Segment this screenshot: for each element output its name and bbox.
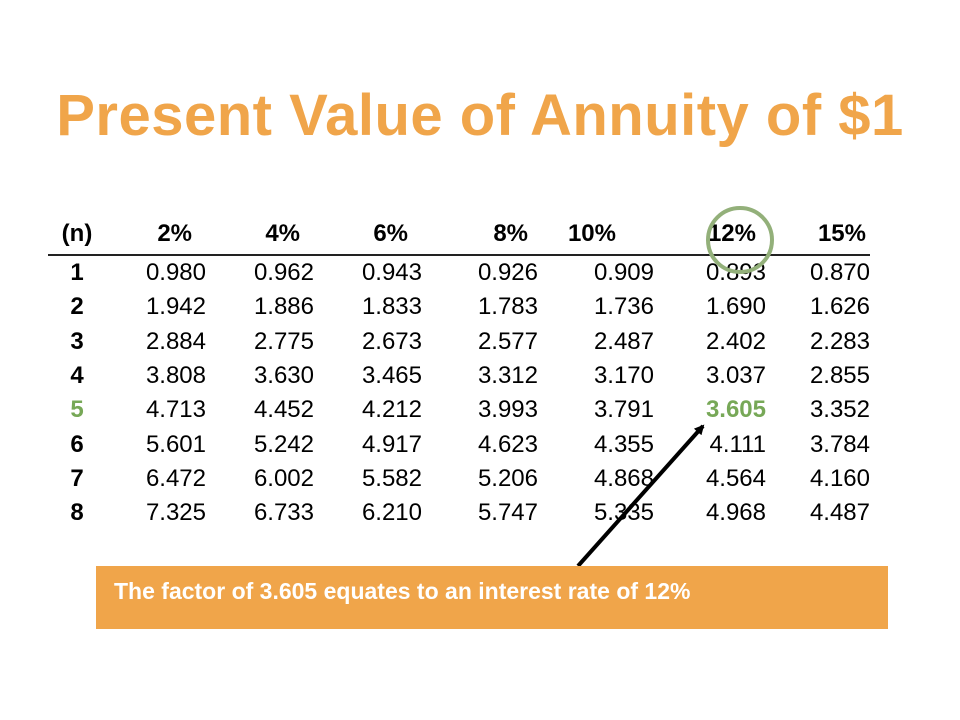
factor-cell: 0.962: [253, 259, 314, 287]
factor-cell: 3.784: [809, 430, 870, 458]
factor-cell: 4.713: [145, 396, 206, 424]
factor-cell: 4.564: [705, 464, 766, 492]
factor-cell: 1.690: [705, 293, 766, 321]
factor-cell: 4.968: [705, 499, 766, 527]
factor-cell: 3.170: [593, 362, 654, 390]
factor-cell: 6.472: [145, 464, 206, 492]
header-rate: 4%: [206, 214, 314, 256]
factor-cell: 4.623: [477, 430, 538, 458]
factor-cell: 3.352: [809, 396, 870, 424]
period-cell: 7: [70, 464, 84, 492]
table-header-row: (n) 2% 4% 6% 8% 10% 12% 15%: [48, 214, 870, 256]
factor-cell: 1.833: [361, 293, 422, 321]
period-cell: 1: [70, 259, 84, 287]
factor-cell: 5.747: [477, 499, 538, 527]
factor-cell: 5.335: [593, 499, 654, 527]
period-cell: 8: [70, 499, 84, 527]
table-row: 2 1.942 1.886 1.833 1.783 1.736 1.690 1.626: [48, 290, 870, 324]
factor-cell: 0.893: [705, 259, 766, 287]
factor-cell: 5.242: [253, 430, 314, 458]
factor-cell: 3.630: [253, 362, 314, 390]
page-title: Present Value of Annuity of $1: [56, 83, 904, 148]
factor-cell: 0.870: [809, 259, 870, 287]
factor-cell: 2.673: [361, 327, 422, 355]
factor-cell: 2.283: [809, 327, 870, 355]
factor-cell: 0.926: [477, 259, 538, 287]
factor-cell: 5.601: [145, 430, 206, 458]
factor-cell: 5.582: [361, 464, 422, 492]
factor-cell: 4.452: [253, 396, 314, 424]
factor-cell: 2.775: [253, 327, 314, 355]
header-rate: 2%: [106, 214, 206, 256]
factor-cell: 0.909: [593, 259, 654, 287]
factor-cell: 6.002: [253, 464, 314, 492]
factor-cell: 6.210: [361, 499, 422, 527]
factor-cell: 3.465: [361, 362, 422, 390]
factor-cell: 4.487: [809, 499, 870, 527]
factor-cell: 3.037: [705, 362, 766, 390]
period-cell: 2: [70, 293, 84, 321]
factor-cell: 2.855: [809, 362, 870, 390]
factor-cell: 1.783: [477, 293, 538, 321]
factor-cell: 3.312: [477, 362, 538, 390]
header-rate: 6%: [314, 214, 422, 256]
header-rate: 15%: [766, 214, 870, 256]
factor-cell: 4.212: [361, 396, 422, 424]
factor-cell: 6.733: [253, 499, 314, 527]
factor-cell: 2.577: [477, 327, 538, 355]
factor-cell: 1.626: [809, 293, 870, 321]
factor-cell: 3.993: [477, 396, 538, 424]
period-cell: 6: [70, 430, 84, 458]
factor-cell: 1.942: [145, 293, 206, 321]
table-row: 3 2.884 2.775 2.673 2.577 2.487 2.402 2.283: [48, 325, 870, 359]
table-row: 7 6.472 6.002 5.582 5.206 4.868 4.564 4.160: [48, 462, 870, 496]
factor-cell: 4.868: [593, 464, 654, 492]
table-row: 1 0.980 0.962 0.943 0.926 0.909 0.893 0.870: [48, 255, 870, 290]
period-cell: 5: [70, 396, 84, 424]
table-row: 5 4.713 4.452 4.212 3.993 3.791 3.605 3.352: [48, 393, 870, 427]
factor-cell: 4.111: [709, 430, 767, 458]
factor-cell: 5.206: [477, 464, 538, 492]
callout-text: The factor of 3.605 equates to an intere…: [114, 578, 691, 604]
factor-cell: 3.791: [593, 396, 654, 424]
factor-cell: 3.605: [705, 396, 766, 424]
factor-cell: 1.736: [593, 293, 654, 321]
factor-cell: 7.325: [145, 499, 206, 527]
annuity-table: (n) 2% 4% 6% 8% 10% 12% 15% 1 0.980 0.962 0…: [48, 214, 870, 530]
callout-box: The factor of 3.605 equates to an intere…: [96, 566, 888, 629]
factor-cell: 1.886: [253, 293, 314, 321]
header-rate: 10%: [538, 214, 654, 256]
table-row: 8 7.325 6.733 6.210 5.747 5.335 4.968 4.487: [48, 496, 870, 530]
period-cell: 3: [70, 327, 84, 355]
table-row: 4 3.808 3.630 3.465 3.312 3.170 3.037 2.855: [48, 359, 870, 393]
factor-cell: 2.402: [705, 327, 766, 355]
factor-cell: 0.980: [145, 259, 206, 287]
factor-cell: 2.884: [145, 327, 206, 355]
factor-cell: 2.487: [593, 327, 654, 355]
header-period: (n): [48, 214, 106, 256]
table-row: 6 5.601 5.242 4.917 4.623 4.355 4.111 3.784: [48, 427, 870, 461]
header-rate: 12%: [654, 214, 766, 256]
factor-cell: 0.943: [361, 259, 422, 287]
factor-cell: 3.808: [145, 362, 206, 390]
header-rate: 8%: [422, 214, 538, 256]
factor-cell: 4.917: [361, 430, 422, 458]
factor-cell: 4.355: [593, 430, 654, 458]
factor-cell: 4.160: [809, 464, 870, 492]
period-cell: 4: [70, 362, 84, 390]
